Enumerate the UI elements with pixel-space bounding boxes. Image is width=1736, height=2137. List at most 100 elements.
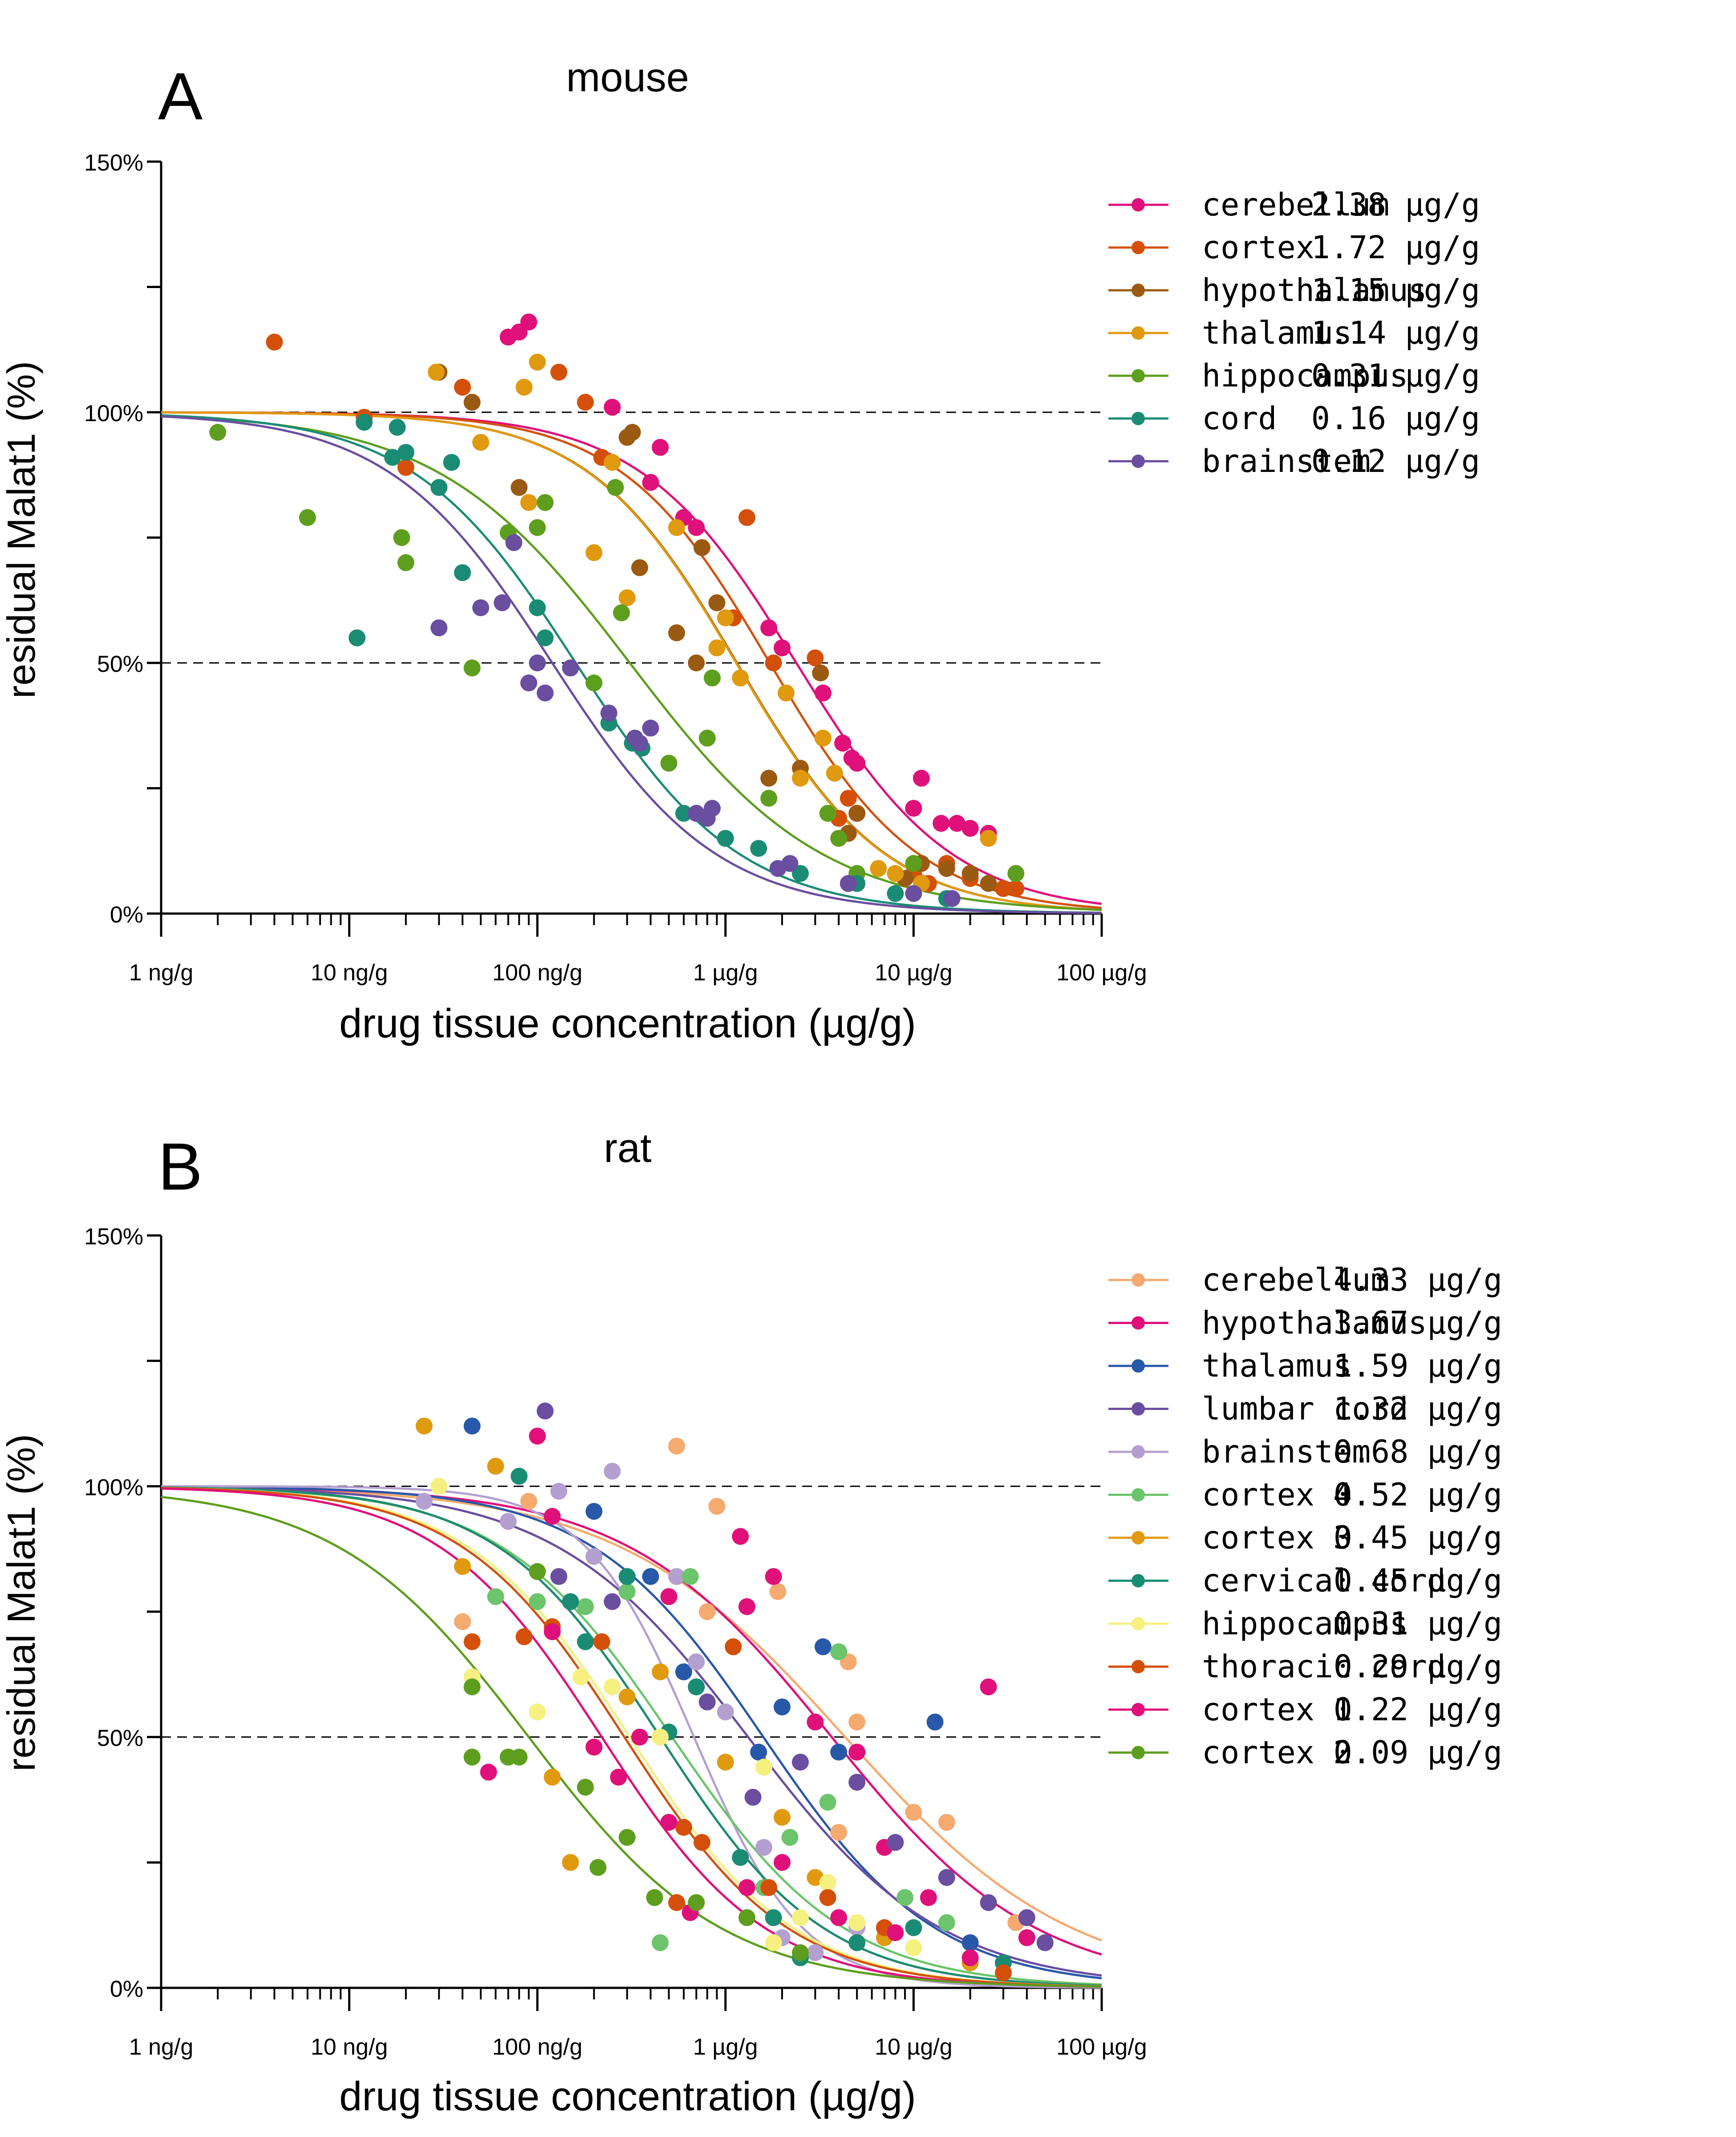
panel-b-point-lumbar-cord: [887, 1834, 904, 1851]
panel-b-point-brainstem: [550, 1483, 568, 1500]
panel-a-point-thalamus: [428, 363, 445, 381]
panel-b-point-hippocampus: [529, 1703, 546, 1721]
panel-a-point-hypothalamus: [694, 539, 710, 556]
panel-b-point-cortex-3: [415, 1418, 433, 1435]
panel-a-point-hippocampus: [299, 509, 316, 526]
panel-b-legend-name-hypothalamus: hypothalamus: [1202, 1305, 1427, 1341]
panel-a-point-hypothalamus: [938, 860, 955, 877]
panel-b-point-cortex-3: [487, 1458, 504, 1475]
panel-a-point-cerebellum: [642, 474, 659, 491]
panel-a-point-brainstem: [943, 890, 961, 907]
panel-a-point-brainstem: [529, 654, 546, 671]
panel-b-point-brainstem: [604, 1463, 621, 1480]
panel-b-fit-curve-hypothalamus: [161, 1486, 1102, 1956]
panel-a-point-hypothalamus: [980, 875, 997, 892]
panel-b-legend-name-cerebellum: cerebellum: [1202, 1262, 1389, 1298]
panel-b-y-tick-label: 0%: [110, 1976, 143, 2002]
panel-b-point-cortex-3: [717, 1754, 734, 1771]
panel-a-legend-name-brainstem: brainstem: [1202, 443, 1371, 479]
panel-a-point-hippocampus: [660, 755, 677, 772]
panel-a-point-brainstem: [520, 674, 537, 691]
panel-b-point-cortex-1: [830, 1909, 848, 1926]
panel-a-y-tick-label: 150%: [84, 150, 143, 176]
panel-b-point-cortex-2: [463, 1678, 481, 1695]
panel-a-point-cord: [397, 444, 414, 461]
panel-a-legend-marker-thalamus: [1132, 326, 1145, 340]
panel-a-legend-name-hippocampus: hippocampus: [1202, 358, 1408, 394]
panel-a-legend-ic50-hypothalamus: 1.15 µg/g: [1311, 272, 1480, 309]
panel-b-point-hippocampus: [765, 1934, 782, 1951]
panel-a-legend-name-cortex: cortex: [1202, 229, 1314, 266]
panel-b-point-lumbar-cord: [938, 1869, 955, 1886]
panel-b-point-cerebellum: [938, 1814, 955, 1831]
panel-a-point-hippocampus: [1007, 865, 1025, 882]
panel-a-point-hippocampus: [463, 659, 481, 677]
panel-a-point-thalamus: [708, 639, 726, 657]
panel-b-point-lumbar-cord: [536, 1402, 554, 1420]
panel-b-point-cortex-2: [618, 1829, 636, 1846]
panel-b-legend-ic50-cortex-2: 0.09 µg/g: [1334, 1735, 1502, 1771]
panel-b-point-hypothalamus: [765, 1568, 782, 1585]
panel-a-point-cortex: [577, 394, 594, 411]
panel-b-point-cortex-1: [544, 1623, 561, 1641]
panel-a-point-hypothalamus: [511, 479, 528, 496]
panel-a: A mouse residual Malat1 (%) drug tissue …: [0, 55, 1480, 1046]
panel-b-point-cortex-1: [738, 1879, 755, 1896]
panel-b-legend-ic50-brainstem: 0.68 µg/g: [1334, 1434, 1502, 1470]
panel-b-point-thoracic-cord: [725, 1638, 742, 1655]
panel-b-point-cerebellum: [830, 1824, 848, 1841]
panel-b-point-cortex-3: [652, 1663, 669, 1681]
panel-a-fit-curve-thalamus: [161, 411, 1102, 911]
panel-a-legend-ic50-cord: 0.16 µg/g: [1311, 400, 1480, 437]
panel-a-legend-name-cerebellum: cerebellum: [1202, 187, 1389, 223]
panel-b-point-cortex-2: [589, 1859, 607, 1876]
panel-b-legend-name-cortex-1: cortex 1: [1202, 1691, 1352, 1728]
panel-a-point-brainstem: [562, 659, 579, 677]
panel-a-point-hippocampus: [698, 729, 716, 747]
panel-b-legend-name-thoracic-cord: thoracic cord: [1202, 1649, 1446, 1685]
panel-a-point-hypothalamus: [848, 804, 866, 822]
panel-a-point-hypothalamus: [631, 559, 649, 577]
panel-b-point-cortex-2: [646, 1889, 663, 1906]
panel-b-fit-curves: [161, 1485, 1102, 1989]
panel-b-point-cortex-3: [562, 1854, 579, 1871]
panel-a-point-cortex: [1007, 880, 1025, 897]
panel-b-point-thalamus: [926, 1713, 944, 1731]
panel-b-legend-ic50-cortex-4: 0.52 µg/g: [1334, 1477, 1502, 1513]
panel-b-point-cortex-2: [511, 1748, 528, 1766]
panel-a-point-hippocampus: [536, 494, 554, 511]
panel-b-legend-name-hippocampus: hippocampus: [1202, 1605, 1408, 1642]
panel-b-legend-name-cortex-2: cortex 2: [1202, 1735, 1352, 1771]
panel-a-point-hippocampus: [393, 529, 410, 546]
panel-a-point-thalamus: [585, 544, 603, 561]
panel-b-point-cervical-cord: [562, 1593, 579, 1610]
panel-b-point-thoracic-cord: [668, 1894, 685, 1911]
panel-b-legend-marker-lumbar-cord: [1132, 1402, 1145, 1416]
panel-a-point-cord: [792, 865, 809, 882]
panel-a-point-cortex: [807, 649, 824, 666]
panel-a-point-cerebellum: [848, 755, 866, 772]
panel-a-point-hippocampus: [704, 669, 721, 687]
panel-b-point-lumbar-cord: [550, 1568, 568, 1585]
panel-b-point-hypothalamus: [529, 1427, 546, 1445]
panel-a-data-points: [209, 313, 1025, 907]
panel-a-point-hippocampus: [209, 424, 227, 441]
panel-a-point-hypothalamus: [668, 624, 685, 642]
panel-a-point-hippocampus: [607, 479, 624, 496]
panel-a-point-brainstem: [505, 534, 523, 551]
panel-a-legend-marker-hippocampus: [1132, 369, 1145, 382]
panel-a-point-cortex: [738, 509, 755, 526]
panel-a-point-hypothalamus: [708, 594, 726, 611]
panel-b-point-lumbar-cord: [698, 1693, 716, 1710]
panel-b-point-thalamus: [675, 1663, 692, 1681]
panel-b-point-cortex-2: [738, 1909, 755, 1926]
panel-a-point-cerebellum: [814, 684, 831, 702]
panel-a-point-cortex: [765, 654, 782, 671]
panel-a-point-cortex: [454, 378, 471, 396]
panel-b-point-cortex-4: [618, 1583, 636, 1600]
panel-b-point-hippocampus: [792, 1909, 809, 1926]
panel-b-point-cortex-4: [896, 1889, 914, 1906]
panel-b-point-hippocampus: [430, 1478, 448, 1495]
panel-a-point-cortex: [840, 790, 857, 807]
